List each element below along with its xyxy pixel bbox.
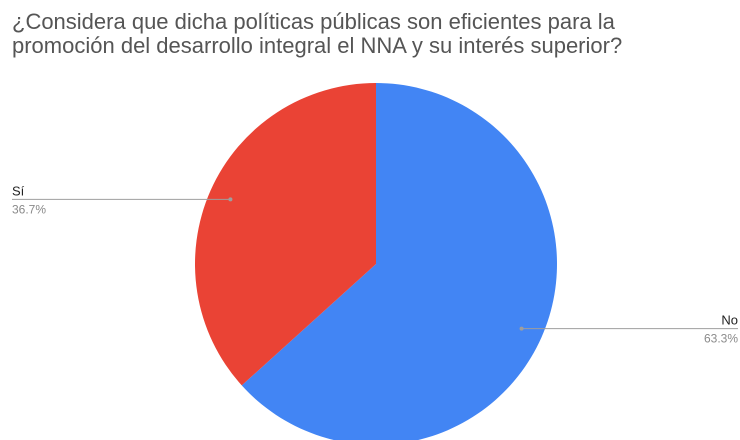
pie-slice-si [194, 83, 376, 386]
slice-label-si: Sí [12, 183, 25, 198]
pie-slice-no [241, 83, 557, 440]
slice-percent-si: 36.7% [12, 202, 46, 216]
slice-percent-no: 63.3% [704, 332, 738, 346]
chart-title-line-2: promoción del desarrollo integral el NNA… [12, 33, 623, 58]
slice-label-no: No [721, 313, 738, 328]
chart-title: ¿Considera que dicha políticas públicas … [12, 10, 732, 58]
chart-title-line-1: ¿Considera que dicha políticas públicas … [12, 9, 615, 34]
